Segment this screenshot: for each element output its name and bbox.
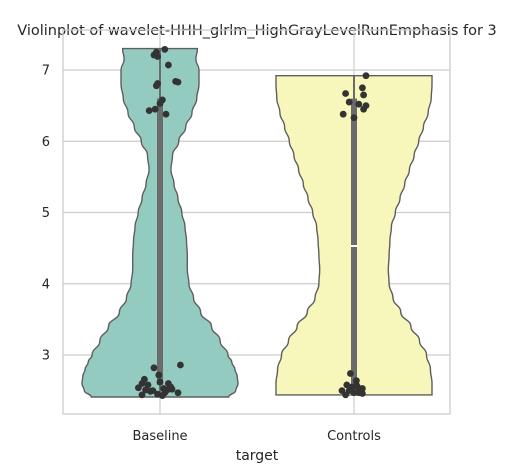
data-point	[360, 105, 367, 113]
data-point	[347, 370, 354, 377]
y-tick-labels: 3 4 5 6 7	[42, 64, 50, 364]
data-point	[150, 364, 158, 372]
violin-controls	[275, 72, 433, 399]
y-tick-label: 6	[42, 135, 50, 150]
data-point	[155, 371, 163, 379]
violin-baseline	[81, 45, 239, 400]
data-point	[151, 105, 159, 113]
x-tick-label: Baseline	[132, 429, 187, 444]
plot-frame	[62, 29, 451, 415]
data-point	[362, 72, 370, 80]
x-axis-label: target	[236, 448, 279, 464]
data-point	[174, 389, 182, 397]
y-tick-label: 3	[42, 349, 50, 364]
y-tick-label: 5	[42, 206, 50, 221]
data-point	[161, 45, 169, 53]
data-point	[161, 389, 169, 397]
violin-layer	[81, 45, 433, 400]
data-point	[145, 107, 153, 115]
data-point	[359, 84, 366, 92]
data-point	[153, 82, 160, 90]
data-point	[154, 53, 162, 60]
data-point	[174, 78, 182, 86]
y-tick-label: 4	[42, 277, 50, 292]
data-point	[350, 114, 358, 122]
data-point	[177, 361, 184, 369]
data-point	[138, 391, 146, 399]
data-point	[162, 110, 170, 118]
data-point	[359, 390, 366, 397]
data-point	[350, 389, 358, 397]
data-point	[345, 98, 353, 106]
data-point	[165, 61, 172, 69]
data-point	[149, 387, 157, 395]
data-point	[154, 390, 162, 398]
data-point	[342, 90, 349, 97]
data-point	[168, 385, 176, 393]
data-point	[342, 391, 349, 399]
data-point	[156, 378, 164, 386]
x-tick-labels: Baseline Controls	[132, 429, 381, 444]
data-point	[339, 110, 347, 118]
chart-title: Violinplot of wavelet-HHH_glrlm_HighGray…	[17, 23, 497, 39]
data-point	[135, 384, 142, 392]
data-point	[360, 91, 367, 99]
y-tick-label: 7	[42, 64, 50, 79]
data-point	[355, 100, 363, 108]
data-point	[156, 100, 164, 107]
x-tick-label: Controls	[327, 429, 381, 444]
